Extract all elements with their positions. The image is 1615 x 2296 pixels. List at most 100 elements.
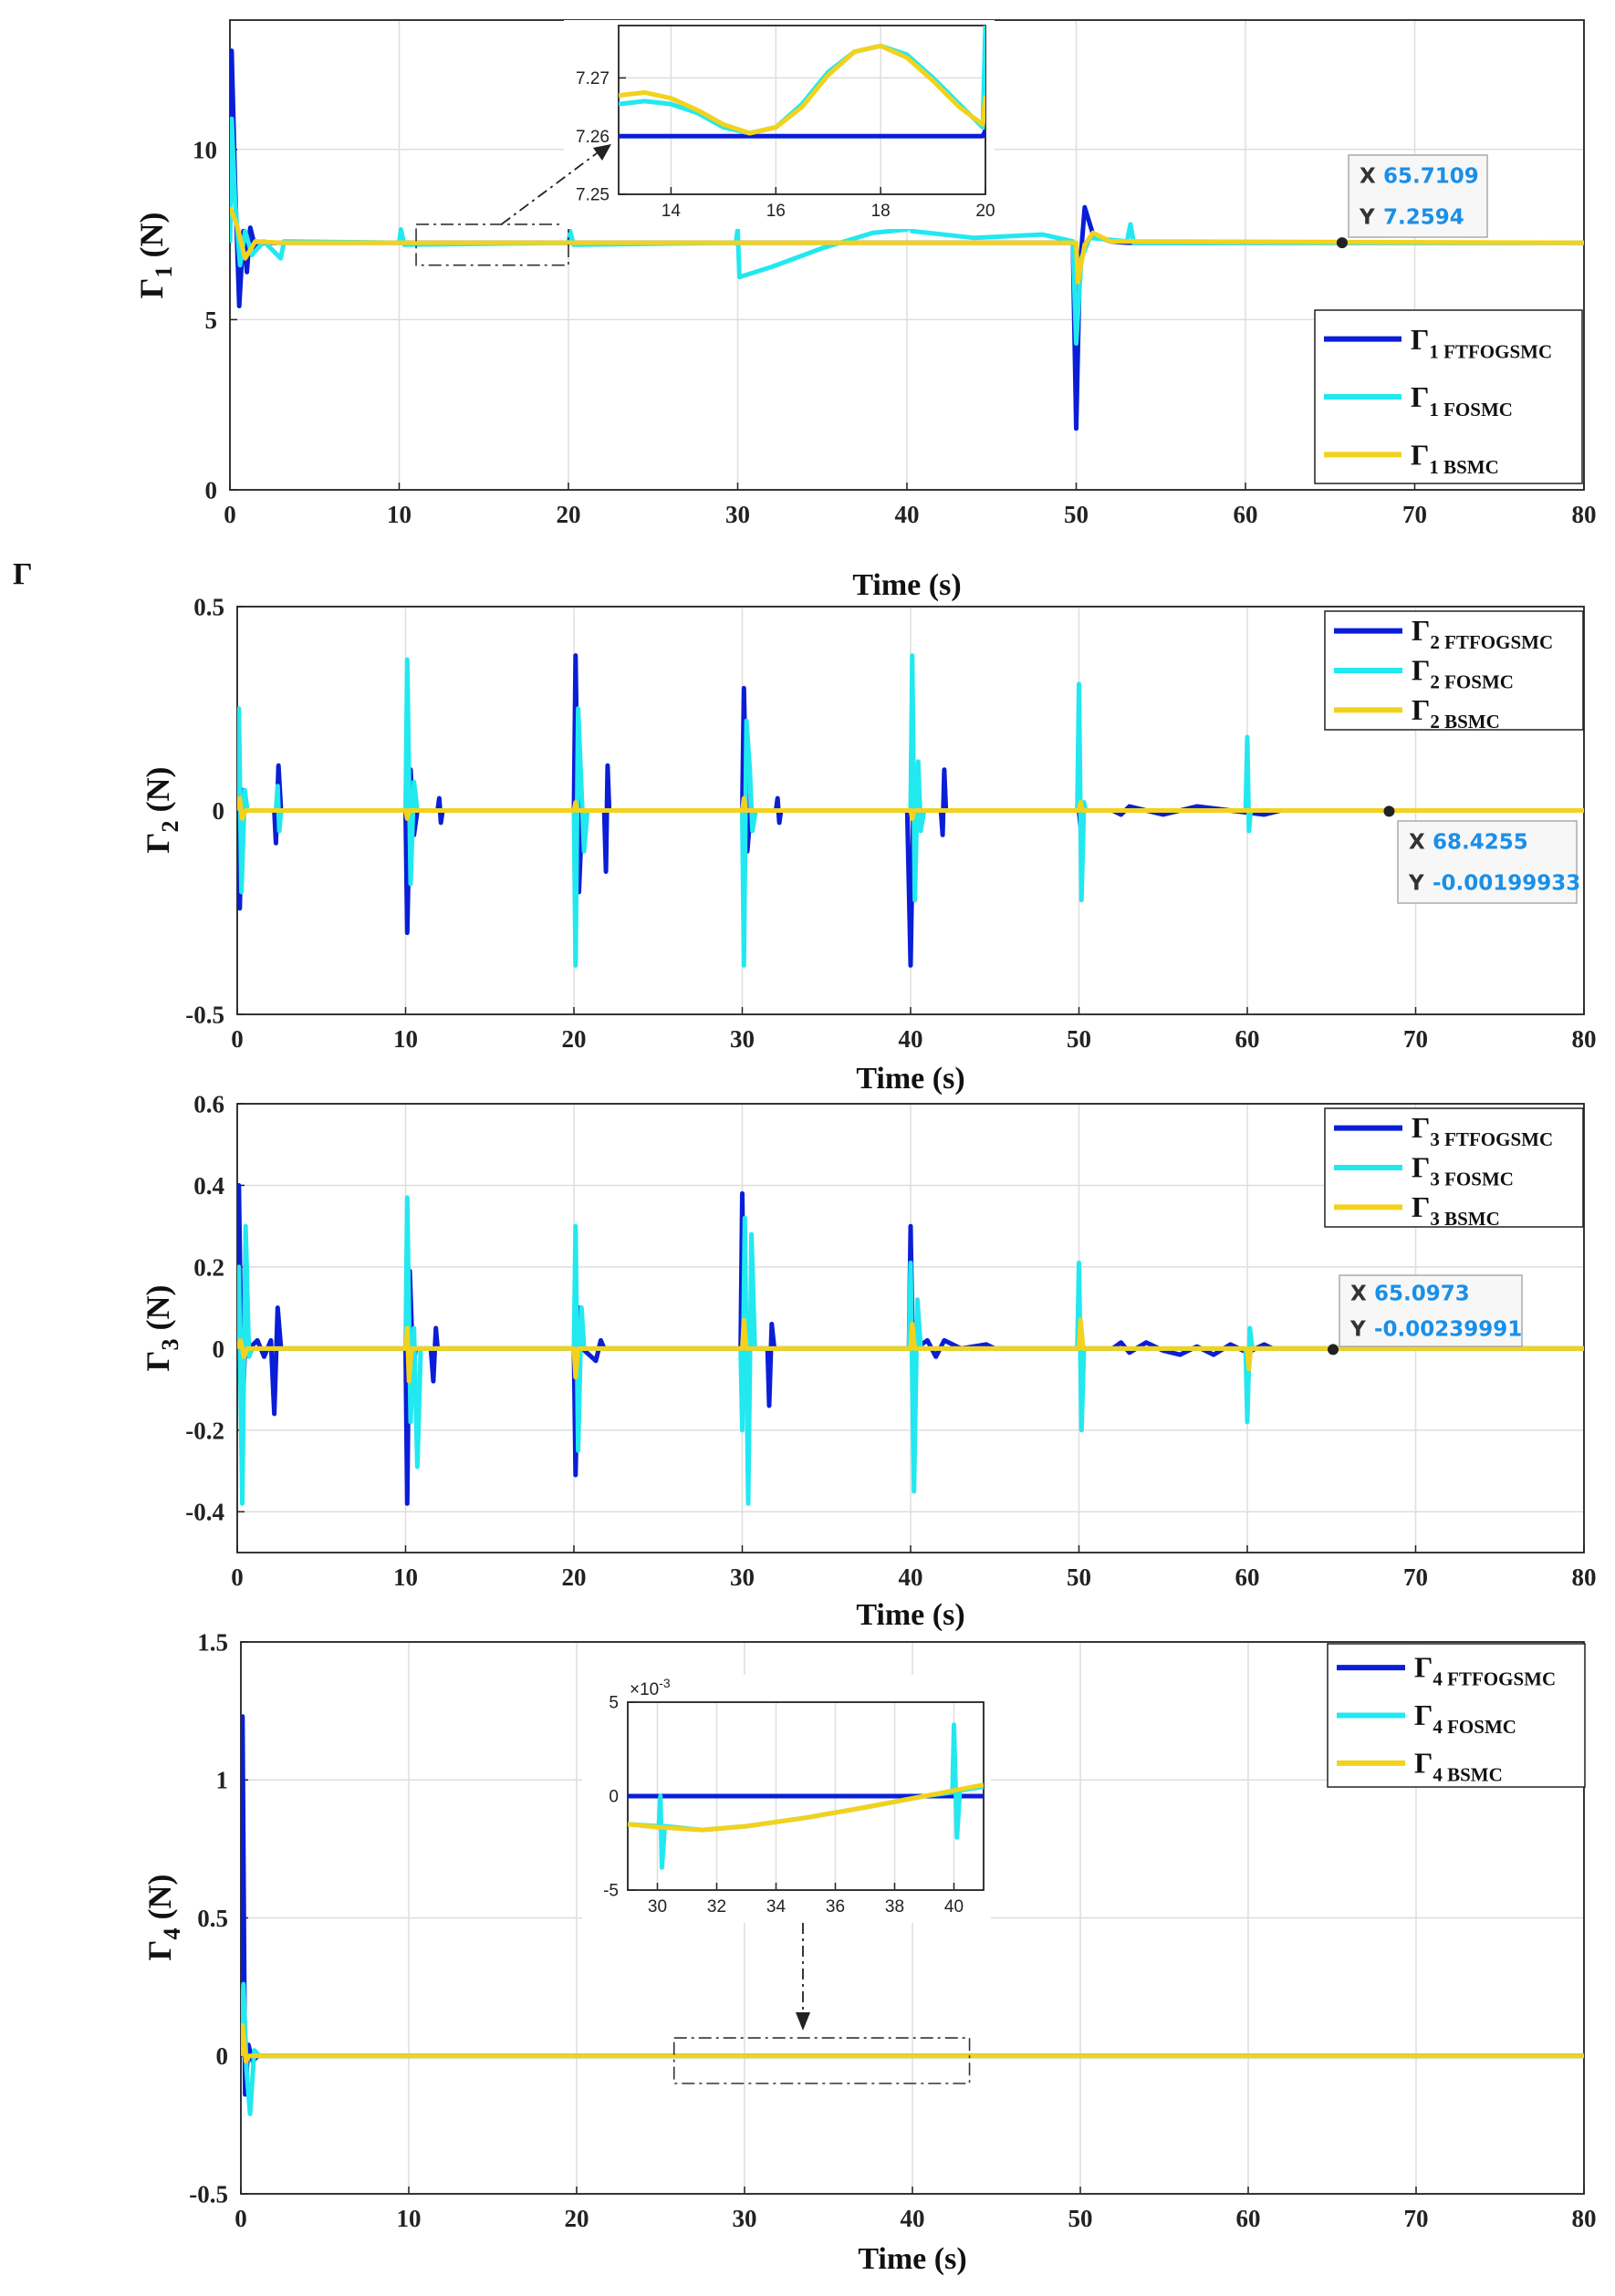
zoom-arrow-line (500, 150, 601, 225)
x-tick-label: 36 (826, 1897, 845, 1917)
x-tick-label: 70 (1404, 2205, 1429, 2232)
y-tick-label: 7.25 (576, 186, 610, 205)
inset-gamma-4: 30 32 34 36 38 40 -5 0 5 (603, 1694, 985, 1917)
x-tick-label: 80 (1572, 1564, 1597, 1591)
x-tick-label: 18 (871, 202, 891, 221)
datatip-x-label: X (1409, 831, 1425, 855)
x-tick-label: 40 (895, 501, 920, 528)
x-axis-label: Time (s) (856, 1598, 964, 1632)
x-tick-label: 0 (234, 2205, 247, 2232)
x-tick-label: 30 (725, 501, 750, 528)
datatip-x-label: X (1350, 1283, 1367, 1306)
x-tick-label: 40 (944, 1897, 964, 1917)
y-tick-label: -0.2 (185, 1417, 224, 1444)
series-line-bsmc (619, 43, 985, 136)
y-tick-label: 1 (216, 1767, 229, 1794)
y-tick-label: 0.5 (193, 593, 224, 620)
x-tick-label: 80 (1572, 2205, 1597, 2232)
datatip-x-value: 65.0973 (1374, 1283, 1470, 1306)
datatip-y-label: Y (1349, 1318, 1366, 1342)
series-line-bsmc (230, 206, 1584, 285)
x-tick-label: 10 (387, 501, 412, 528)
y-axis-label: Γ1 (N) (133, 213, 177, 299)
y-tick-label: 0 (213, 1335, 225, 1363)
y-tick-label: 0.4 (193, 1172, 224, 1200)
x-tick-label: 20 (557, 501, 581, 528)
x-tick-label: 38 (885, 1897, 904, 1917)
datatip-y-value: -0.00199933 (1433, 872, 1580, 896)
x-tick-label: 50 (1067, 1025, 1091, 1053)
x-tick-label: 16 (766, 202, 786, 221)
y-tick-label: -0.4 (185, 1499, 224, 1526)
x-tick-label: 20 (975, 202, 995, 221)
series-line-bsmc (237, 795, 1584, 821)
datatip-x-value: 68.4255 (1433, 831, 1528, 855)
series-line-ftfogsmc (619, 129, 985, 139)
y-axis-label: Γ3 (N) (140, 1285, 183, 1372)
y-tick-label: 0 (205, 476, 218, 504)
y-tick-label: 0.5 (197, 1905, 228, 1932)
datatip-x-label: X (1360, 165, 1376, 189)
y-tick-label: -0.5 (189, 2180, 228, 2208)
x-tick-label: 80 (1572, 501, 1597, 528)
y-tick-label: -0.5 (185, 1001, 224, 1028)
x-tick-label: 60 (1234, 501, 1258, 528)
y-tick-label: 5 (205, 306, 218, 334)
y-tick-label: 0 (213, 797, 225, 825)
x-tick-label: 30 (730, 1025, 755, 1053)
series-group (619, 26, 985, 139)
datatip-marker (1383, 805, 1395, 817)
x-tick-label: 50 (1068, 2205, 1093, 2232)
datatip-marker (1328, 1344, 1339, 1356)
y-tick-label: 7.27 (576, 69, 610, 88)
y-tick-label: 7.26 (576, 128, 610, 147)
series-line-fosmc (237, 653, 1584, 968)
series-line-bsmc (237, 1317, 1584, 1384)
series-line-bsmc (241, 2023, 1584, 2064)
datatip-x-value: 65.7109 (1383, 165, 1479, 189)
x-tick-label: 60 (1235, 1564, 1260, 1591)
datatip-y-label: Y (1359, 206, 1375, 230)
datatip-box (1397, 820, 1578, 904)
y-tick-label: 10 (193, 136, 217, 163)
y-tick-label: 0 (216, 2042, 229, 2070)
zoom-region-box (672, 2037, 971, 2084)
y-tick-label: 0.6 (193, 1090, 224, 1117)
y-tick-label: 0 (609, 1788, 619, 1807)
y-tick-label: 5 (609, 1694, 619, 1713)
y-axis-label: Γ4 (N) (141, 1875, 185, 1961)
x-tick-label: 40 (901, 2205, 925, 2232)
x-tick-label: 20 (562, 1025, 587, 1053)
side-gamma-label: Γ (13, 557, 33, 591)
datatip-y-label: Y (1408, 872, 1424, 896)
x-tick-label: 60 (1235, 1025, 1260, 1053)
x-tick-label: 0 (224, 501, 236, 528)
series-group (237, 653, 1584, 968)
series-line-fosmc (230, 116, 1584, 346)
x-axis-label: Time (s) (852, 568, 961, 602)
series-line-bsmc (628, 1782, 984, 1833)
x-tick-label: 70 (1403, 1025, 1428, 1053)
series-group (241, 1714, 1584, 2116)
datatip-box (1348, 154, 1488, 238)
x-tick-label: 60 (1236, 2205, 1261, 2232)
datatip-marker (1336, 237, 1348, 249)
legend-label-bsmc: Γ3 BSMC (1412, 1190, 1500, 1230)
x-tick-label: 0 (231, 1025, 244, 1053)
x-tick-label: 34 (766, 1897, 787, 1917)
x-tick-label: 50 (1067, 1564, 1091, 1591)
x-tick-label: 70 (1402, 501, 1427, 528)
x-tick-label: 40 (899, 1564, 923, 1591)
chart-gamma-3: 0 10 20 30 40 50 60 70 80 -0.4 -0.2 0 0.2 0.4 0.6 Time … (140, 1090, 1597, 1632)
x-tick-label: 14 (662, 202, 682, 221)
zoom-arrow-head (796, 2012, 810, 2031)
datatip-y-value: -0.00239991 (1374, 1318, 1522, 1342)
x-tick-label: 10 (393, 1564, 418, 1591)
x-tick-label: 32 (707, 1897, 726, 1917)
x-tick-label: 20 (565, 2205, 589, 2232)
series-group (230, 48, 1584, 431)
y-tick-label: -5 (603, 1882, 619, 1901)
